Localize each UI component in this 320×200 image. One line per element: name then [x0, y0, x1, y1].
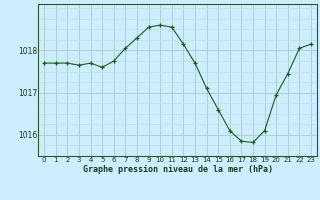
X-axis label: Graphe pression niveau de la mer (hPa): Graphe pression niveau de la mer (hPa)	[83, 165, 273, 174]
